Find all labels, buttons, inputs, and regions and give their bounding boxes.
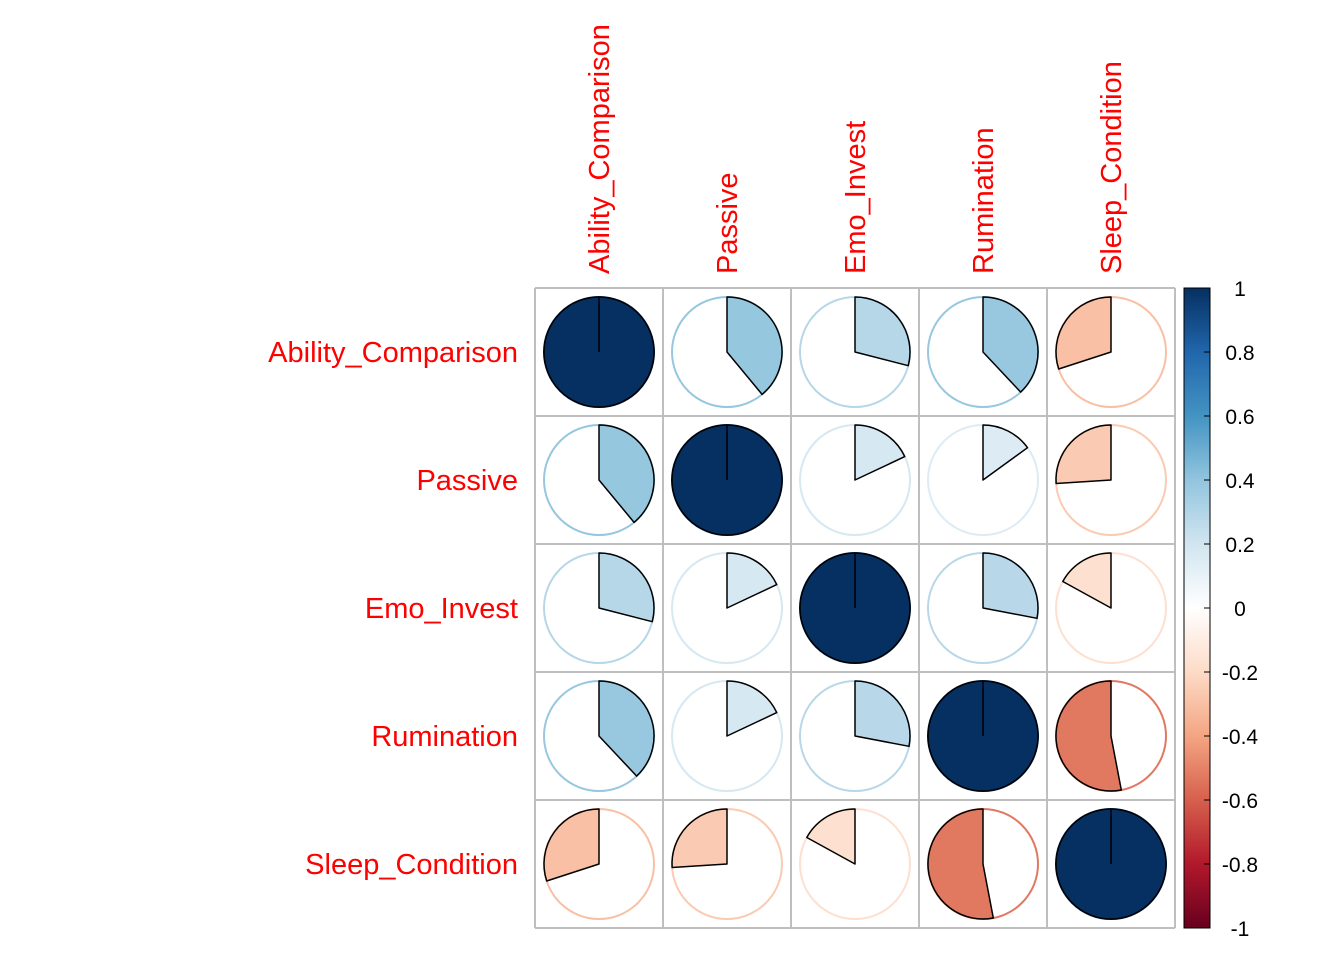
pie-slice	[982, 552, 1039, 620]
cell-rumination-sleep-condition	[1055, 680, 1167, 792]
row-label-emo-invest: Emo_Invest	[365, 593, 518, 625]
cell-sleep-condition-ability-comparison	[543, 808, 655, 920]
colorbar-tick-label: -0.4	[1222, 726, 1259, 749]
cell-rumination-ability-comparison	[543, 680, 655, 792]
cell-emo-invest-emo-invest	[799, 552, 911, 664]
column-label-emo-invest: Emo_Invest	[840, 121, 872, 274]
pie-slice	[854, 296, 911, 367]
colorbar-tick-label: 0	[1234, 598, 1246, 621]
pie-slice	[854, 424, 906, 481]
pie-slice	[671, 808, 728, 869]
row-label-rumination: Rumination	[371, 721, 518, 753]
cell-emo-invest-rumination	[927, 552, 1039, 664]
colorbar-tick-label: 0.2	[1225, 534, 1254, 557]
cell-emo-invest-ability-comparison	[543, 552, 655, 664]
cell-ability-comparison-emo-invest	[799, 296, 911, 408]
column-label-sleep-condition: Sleep_Condition	[1096, 61, 1128, 274]
colorbar-ticks: 1 0.8 0.6 0.4 0.2 0 -0.2 -0.4 -0.6 -0.8 -1	[1204, 278, 1258, 941]
pie-slice	[1055, 680, 1123, 792]
grid	[534, 287, 1176, 929]
pie-slice	[1062, 552, 1112, 609]
cell-ability-comparison-rumination	[927, 296, 1039, 408]
pie-slice	[598, 552, 655, 623]
cell-emo-invest-passive	[671, 552, 783, 664]
colorbar-tick-label: 1	[1234, 278, 1246, 301]
pie-slice	[726, 680, 778, 737]
colorbar-tick-label: 0.4	[1225, 470, 1255, 493]
row-labels: Ability_Comparison Passive Emo_Invest Rumin…	[268, 337, 518, 881]
cell-sleep-condition-passive	[671, 808, 783, 920]
cell-passive-rumination	[927, 424, 1039, 536]
pie-slice	[1055, 424, 1112, 485]
colorbar-tick-label: 0.6	[1225, 406, 1254, 429]
cell-emo-invest-sleep-condition	[1055, 552, 1167, 664]
pie-slice	[598, 680, 655, 777]
column-label-rumination: Rumination	[968, 127, 1000, 274]
column-label-passive: Passive	[712, 172, 744, 274]
correlation-cells	[543, 296, 1167, 920]
column-labels: Ability_Comparison Passive Emo_Invest Rumin…	[584, 24, 1128, 274]
cell-rumination-passive	[671, 680, 783, 792]
cell-sleep-condition-emo-invest	[799, 808, 911, 920]
colorbar-tick-label: -0.2	[1222, 662, 1258, 685]
colorbar-tick-label: -0.8	[1222, 854, 1258, 877]
pie-slice	[927, 808, 995, 920]
pie-slice	[806, 808, 856, 865]
cell-passive-sleep-condition	[1055, 424, 1167, 536]
colorbar-tick-label: -1	[1231, 918, 1250, 941]
cell-rumination-rumination	[927, 680, 1039, 792]
pie-slice	[543, 808, 600, 882]
pie-slice	[982, 296, 1039, 393]
colorbar: 1 0.8 0.6 0.4 0.2 0 -0.2 -0.4 -0.6 -0.8 -1	[1183, 278, 1258, 941]
row-label-passive: Passive	[416, 465, 518, 497]
cell-ability-comparison-sleep-condition	[1055, 296, 1167, 408]
pie-slice	[854, 680, 911, 748]
cell-ability-comparison-ability-comparison	[543, 296, 655, 408]
pie-slice	[726, 296, 783, 396]
pie-slice	[1055, 296, 1112, 370]
cell-passive-passive	[671, 424, 783, 536]
pie-slice	[598, 424, 655, 524]
row-label-sleep-condition: Sleep_Condition	[305, 849, 518, 881]
cell-sleep-condition-sleep-condition	[1055, 808, 1167, 920]
pie-slice	[726, 552, 778, 609]
column-label-ability-comparison: Ability_Comparison	[584, 24, 616, 274]
pie-slice	[982, 424, 1029, 481]
cell-sleep-condition-rumination	[927, 808, 1039, 920]
cell-rumination-emo-invest	[799, 680, 911, 792]
colorbar-tick-label: 0.8	[1225, 342, 1254, 365]
cell-ability-comparison-passive	[671, 296, 783, 408]
row-label-ability-comparison: Ability_Comparison	[268, 337, 518, 369]
cell-passive-emo-invest	[799, 424, 911, 536]
cell-passive-ability-comparison	[543, 424, 655, 536]
colorbar-tick-label: -0.6	[1222, 790, 1258, 813]
